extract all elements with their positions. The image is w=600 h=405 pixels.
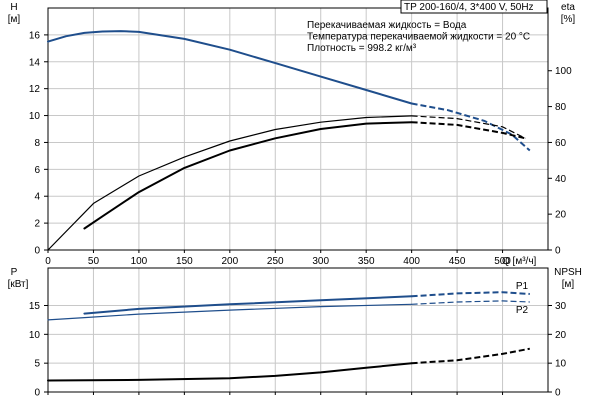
npsh-axis-label: NPSH [554,267,582,278]
top-x-tick-label: 100 [131,256,148,267]
bottom-series-1-line [47,303,413,321]
bottom-series-1-dashed [411,300,530,305]
h-axis-label: H [10,2,17,13]
top-series-1-line [47,115,413,251]
top-x-tick-label: 350 [358,256,375,267]
top-x-tick-label: 450 [449,256,466,267]
p-axis-label: P [11,267,18,278]
top-series-2-dashed [411,121,526,140]
bottom-series-2-dashed [411,347,530,365]
h-axis-unit: [м] [8,14,21,25]
top-right-tick-label: 20 [555,210,567,221]
top-x-tick-label: 50 [88,256,100,267]
top-x-tick-label: 250 [267,256,284,267]
top-x-tick-label: 500 [494,256,511,267]
top-x-tick-label: 300 [312,256,329,267]
top-right-tick-label: 0 [555,246,561,257]
top-left-tick-label: 4 [34,192,40,203]
pump-title: TP 200-160/4, 3*400 V, 50Hz [404,2,534,13]
top-left-tick-label: 8 [34,138,40,149]
top-right-tick-label: 80 [555,102,567,113]
bottom-series-0-dashed [411,291,530,298]
info-line-0: Перекачиваемая жидкость = Вода [307,20,467,31]
pump-title-box [400,0,548,14]
bottom-right-tick-label: 30 [555,301,567,312]
npsh-axis-unit: [м] [562,279,575,290]
top-x-tick-label: 150 [176,256,193,267]
bottom-left-tick-label: 5 [34,359,40,370]
top-x-tick-label: 200 [221,256,238,267]
top-series-0-line [47,30,413,105]
bottom-series-label-P1: P1 [516,281,529,292]
p-axis-unit: [кВт] [8,279,29,290]
eta-axis-label: eta [561,2,575,13]
top-right-tick-label: 100 [555,66,572,77]
top-series-1-dashed [411,115,526,139]
bottom-right-tick-label: 20 [555,330,567,341]
top-series-0-dashed [411,102,531,152]
bottom-series-2-line [47,362,413,382]
top-left-tick-label: 10 [29,111,41,122]
bottom-left-tick-label: 10 [29,330,41,341]
info-line-1: Температура перекачиваемой жидкости = 20… [307,32,530,43]
top-left-tick-label: 0 [34,246,40,257]
bottom-series-label-P2: P2 [516,305,529,316]
top-x-tick-label: 0 [45,256,51,267]
top-left-tick-label: 14 [29,57,41,68]
bottom-plot-frame [47,267,549,393]
top-series-2-line [83,121,413,230]
bottom-left-tick-label: 0 [34,388,40,399]
top-left-tick-label: 6 [34,165,40,176]
top-left-tick-label: 2 [34,219,40,230]
bottom-series-0-line [83,295,413,315]
info-line-2: Плотность = 998.2 кг/м³ [307,43,417,54]
top-right-tick-label: 60 [555,138,567,149]
top-right-tick-label: 40 [555,174,567,185]
bottom-right-tick-label: 10 [555,359,567,370]
eta-axis-unit: [%] [561,14,576,25]
bottom-right-tick-label: 0 [555,388,561,399]
top-left-tick-label: 12 [29,84,41,95]
top-x-tick-label: 400 [403,256,420,267]
q-axis-label: Q [м³/ч] [502,256,537,267]
bottom-left-tick-label: 15 [29,301,41,312]
top-left-tick-label: 16 [29,30,41,41]
top-plot-frame [47,7,549,251]
